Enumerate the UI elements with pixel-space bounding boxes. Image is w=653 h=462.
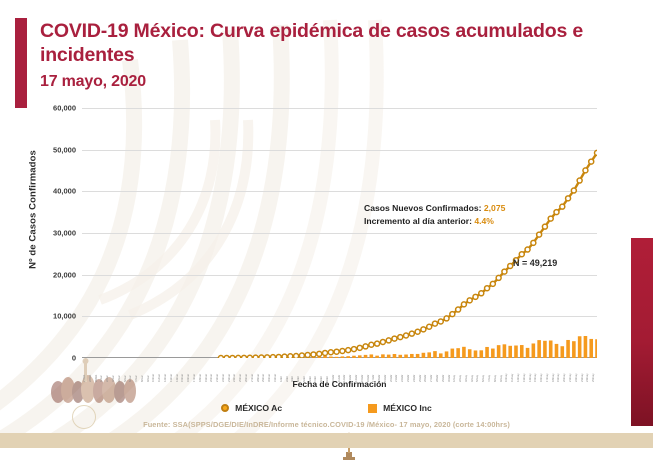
y-tick-label: 10,000 (24, 312, 76, 321)
chart-plot-area (82, 108, 597, 358)
y-tick-label: 40,000 (24, 187, 76, 196)
new-cases-label: Casos Nuevos Confirmados: (364, 203, 481, 213)
total-cases-annotation: N = 49,219 (513, 258, 557, 268)
y-tick-label: 0 (24, 354, 76, 363)
epidemic-curve-chart: Nº de Casos Confirmados 60,000 50,000 40… (0, 108, 653, 398)
circle-marker-icon (221, 404, 229, 412)
new-cases-value: 2,075 (484, 203, 506, 213)
y-tick-label: 50,000 (24, 145, 76, 154)
y-axis-ticks: 60,000 50,000 40,000 30,000 20,000 10,00… (24, 108, 76, 358)
bottom-band (0, 433, 653, 448)
square-marker-icon (368, 404, 377, 413)
legend-label: MÉXICO Ac (235, 403, 282, 413)
chart-legend: MÉXICO Ac MÉXICO Inc (0, 399, 653, 417)
legend-label: MÉXICO Inc (383, 403, 432, 413)
y-tick-label: 30,000 (24, 229, 76, 238)
new-cases-annotation: Casos Nuevos Confirmados: 2,075 Incremen… (364, 202, 505, 228)
page-header: COVID-19 México: Curva epidémica de caso… (0, 0, 653, 112)
legend-item-mexico-inc[interactable]: MÉXICO Inc (368, 403, 432, 413)
page-subtitle-date: 17 mayo, 2020 (40, 73, 146, 91)
increment-label: Incremento al día anterior: (364, 216, 472, 226)
right-red-panel (631, 238, 653, 426)
x-axis-title: Fecha de Confirmación (82, 379, 597, 389)
y-tick-label: 20,000 (24, 270, 76, 279)
source-footer: Fuente: SSA(SPPS/DGE/DIE/InDRE/Informe t… (0, 420, 653, 429)
page-title: COVID-19 México: Curva epidémica de caso… (40, 20, 620, 68)
new-cases-line: Casos Nuevos Confirmados: 2,075 (364, 202, 505, 215)
increment-line: Incremento al día anterior: 4.4% (364, 215, 505, 228)
header-accent-bar (15, 18, 27, 108)
increment-value: 4.4% (474, 216, 494, 226)
legend-item-mexico-ac[interactable]: MÉXICO Ac (221, 403, 282, 413)
